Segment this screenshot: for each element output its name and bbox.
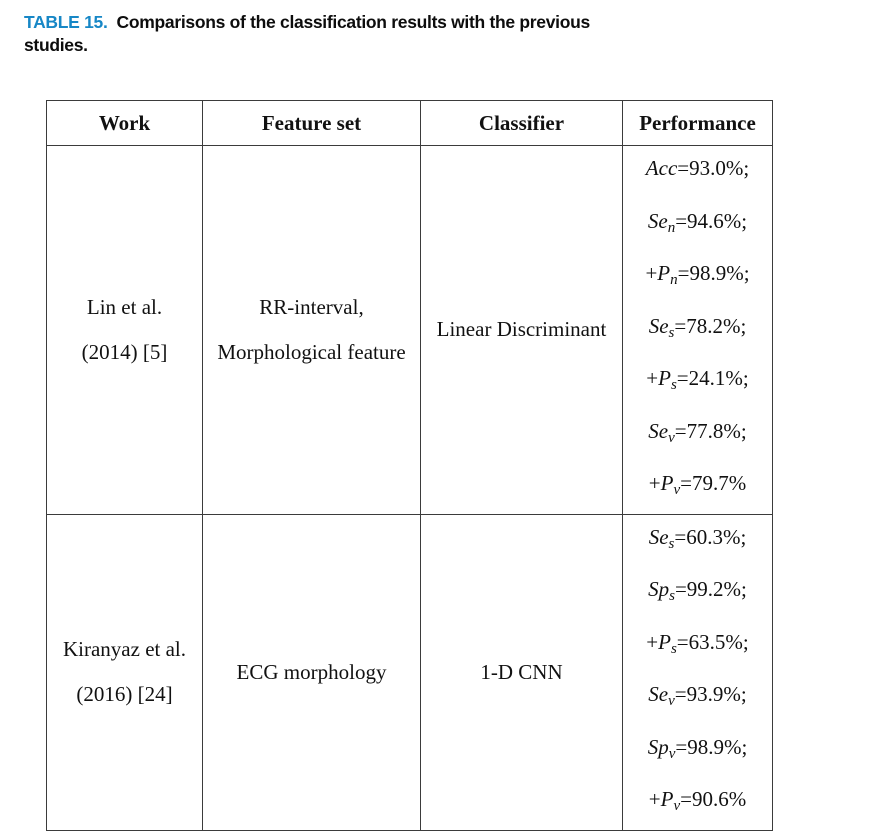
classifier-cell: Linear Discriminant (420, 145, 623, 515)
classifier-label: Linear Discriminant (436, 317, 607, 342)
feature-line: ECG morphology (236, 659, 387, 684)
feature-set-cell: RR-interval, Morphological feature (202, 145, 421, 515)
feature-line: RR-interval, (259, 294, 364, 319)
classifier-cell: 1-D CNN (420, 513, 623, 831)
comparison-table: Work Feature set Classifier Performance … (46, 100, 773, 831)
performance-line: Ses=78.2%; (648, 313, 747, 341)
table-caption-label: TABLE 15. (24, 12, 108, 32)
performance-line: +Ps=63.5%; (646, 629, 749, 657)
performance-line: +Pv=90.6% (648, 787, 747, 814)
performance-cell: Ses=60.3%; Sps=99.2%; +Ps=63.5%; Sev=93.… (622, 513, 773, 831)
table-caption-text-line1: Comparisons of the classification result… (116, 12, 591, 32)
header-performance: Performance (622, 100, 773, 146)
performance-line: +Pn=98.9%; (645, 261, 750, 288)
work-line: (2016) [24] (76, 682, 173, 706)
header-row: Work Feature set Classifier Performance (46, 100, 773, 146)
work-cell: Kiranyaz et al. (2016) [24] (46, 513, 203, 831)
performance-line: +Pv=79.7% (648, 471, 747, 498)
work-line: Lin et al. (86, 294, 163, 319)
performance-line: Sev=77.8%; (648, 418, 747, 446)
feature-set-cell: ECG morphology (202, 513, 421, 831)
work-cell: Lin et al. (2014) [5] (46, 145, 203, 515)
table-caption-text-line2: studies. (24, 35, 88, 55)
performance-line: Sen=94.6%; (647, 208, 748, 236)
performance-line: Spv=98.9%; (647, 734, 748, 762)
performance-cell: Acc=93.0%; Sen=94.6%; +Pn=98.9%; Ses=78.… (622, 145, 773, 515)
work-line: Kiranyaz et al. (62, 637, 187, 661)
header-work: Work (46, 100, 203, 146)
performance-line: Sev=93.9%; (648, 682, 747, 709)
table-caption: TABLE 15. Comparisons of the classificati… (24, 11, 774, 57)
classifier-label: 1-D CNN (480, 659, 563, 684)
performance-line: Acc=93.0%; (645, 156, 750, 180)
table-row: Kiranyaz et al. (2016) [24] ECG morpholo… (46, 513, 773, 831)
table-row: Lin et al. (2014) [5] RR-interval, Morph… (46, 145, 773, 515)
header-feature-set: Feature set (202, 100, 421, 146)
performance-line: Sps=99.2%; (648, 577, 747, 604)
feature-line: Morphological feature (217, 339, 406, 364)
header-classifier: Classifier (420, 100, 623, 146)
performance-line: +Ps=24.1%; (646, 366, 749, 393)
work-line: (2014) [5] (81, 339, 168, 364)
performance-line: Ses=60.3%; (648, 524, 747, 552)
